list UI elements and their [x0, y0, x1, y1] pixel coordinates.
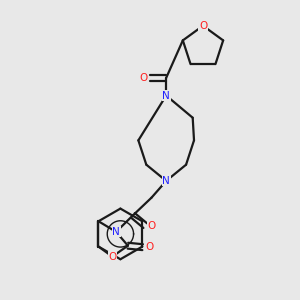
Text: O: O	[108, 252, 116, 262]
Text: O: O	[140, 73, 148, 83]
Text: N: N	[162, 91, 170, 100]
Text: O: O	[145, 242, 153, 252]
Text: N: N	[112, 227, 120, 237]
Text: O: O	[148, 221, 156, 231]
Text: N: N	[162, 176, 170, 186]
Text: N: N	[162, 91, 170, 100]
Text: O: O	[199, 21, 207, 31]
